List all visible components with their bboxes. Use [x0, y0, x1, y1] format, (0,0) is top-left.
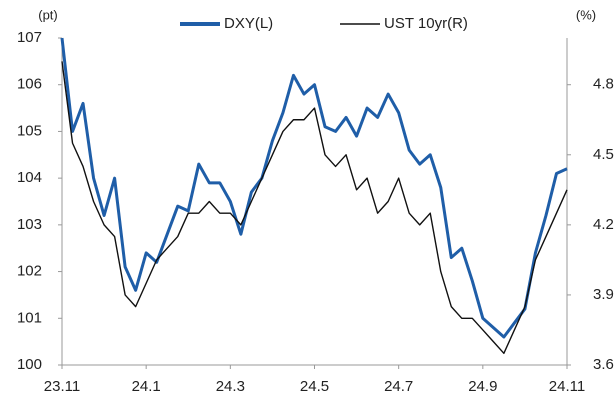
y-tick-label: 102	[17, 263, 42, 280]
x-tick-label: 24.7	[384, 378, 413, 395]
y-tick-label: 103	[17, 216, 42, 233]
y2-tick-label: 4.8	[593, 76, 614, 93]
y-tick-label: 101	[17, 309, 42, 326]
y-tick-label: 105	[17, 122, 42, 139]
y2-tick-label: 4.2	[593, 216, 614, 233]
legend-label: DXY(L)	[224, 15, 273, 32]
x-tick-label: 24.5	[300, 378, 329, 395]
y2-tick-label: 4.5	[593, 146, 614, 163]
series-line	[61, 61, 568, 355]
x-tick-label: 24.9	[468, 378, 497, 395]
x-tick-label: 24.11	[549, 378, 585, 395]
y-tick-label: 100	[17, 356, 42, 373]
x-tick-label: 23.11	[44, 378, 80, 395]
y-tick-label: 107	[17, 29, 42, 46]
y-unit-label: (pt)	[38, 7, 58, 22]
y-tick-label: 104	[17, 169, 42, 186]
x-tick-label: 24.3	[216, 378, 245, 395]
x-tick-label: 24.1	[132, 378, 161, 395]
y2-tick-label: 3.9	[593, 286, 614, 303]
y-tick-label: 106	[17, 76, 42, 93]
legend-label: UST 10yr(R)	[384, 15, 468, 32]
y2-tick-label: 3.6	[593, 356, 614, 373]
y2-unit-label: (%)	[576, 7, 596, 22]
series-line	[60, 37, 568, 339]
